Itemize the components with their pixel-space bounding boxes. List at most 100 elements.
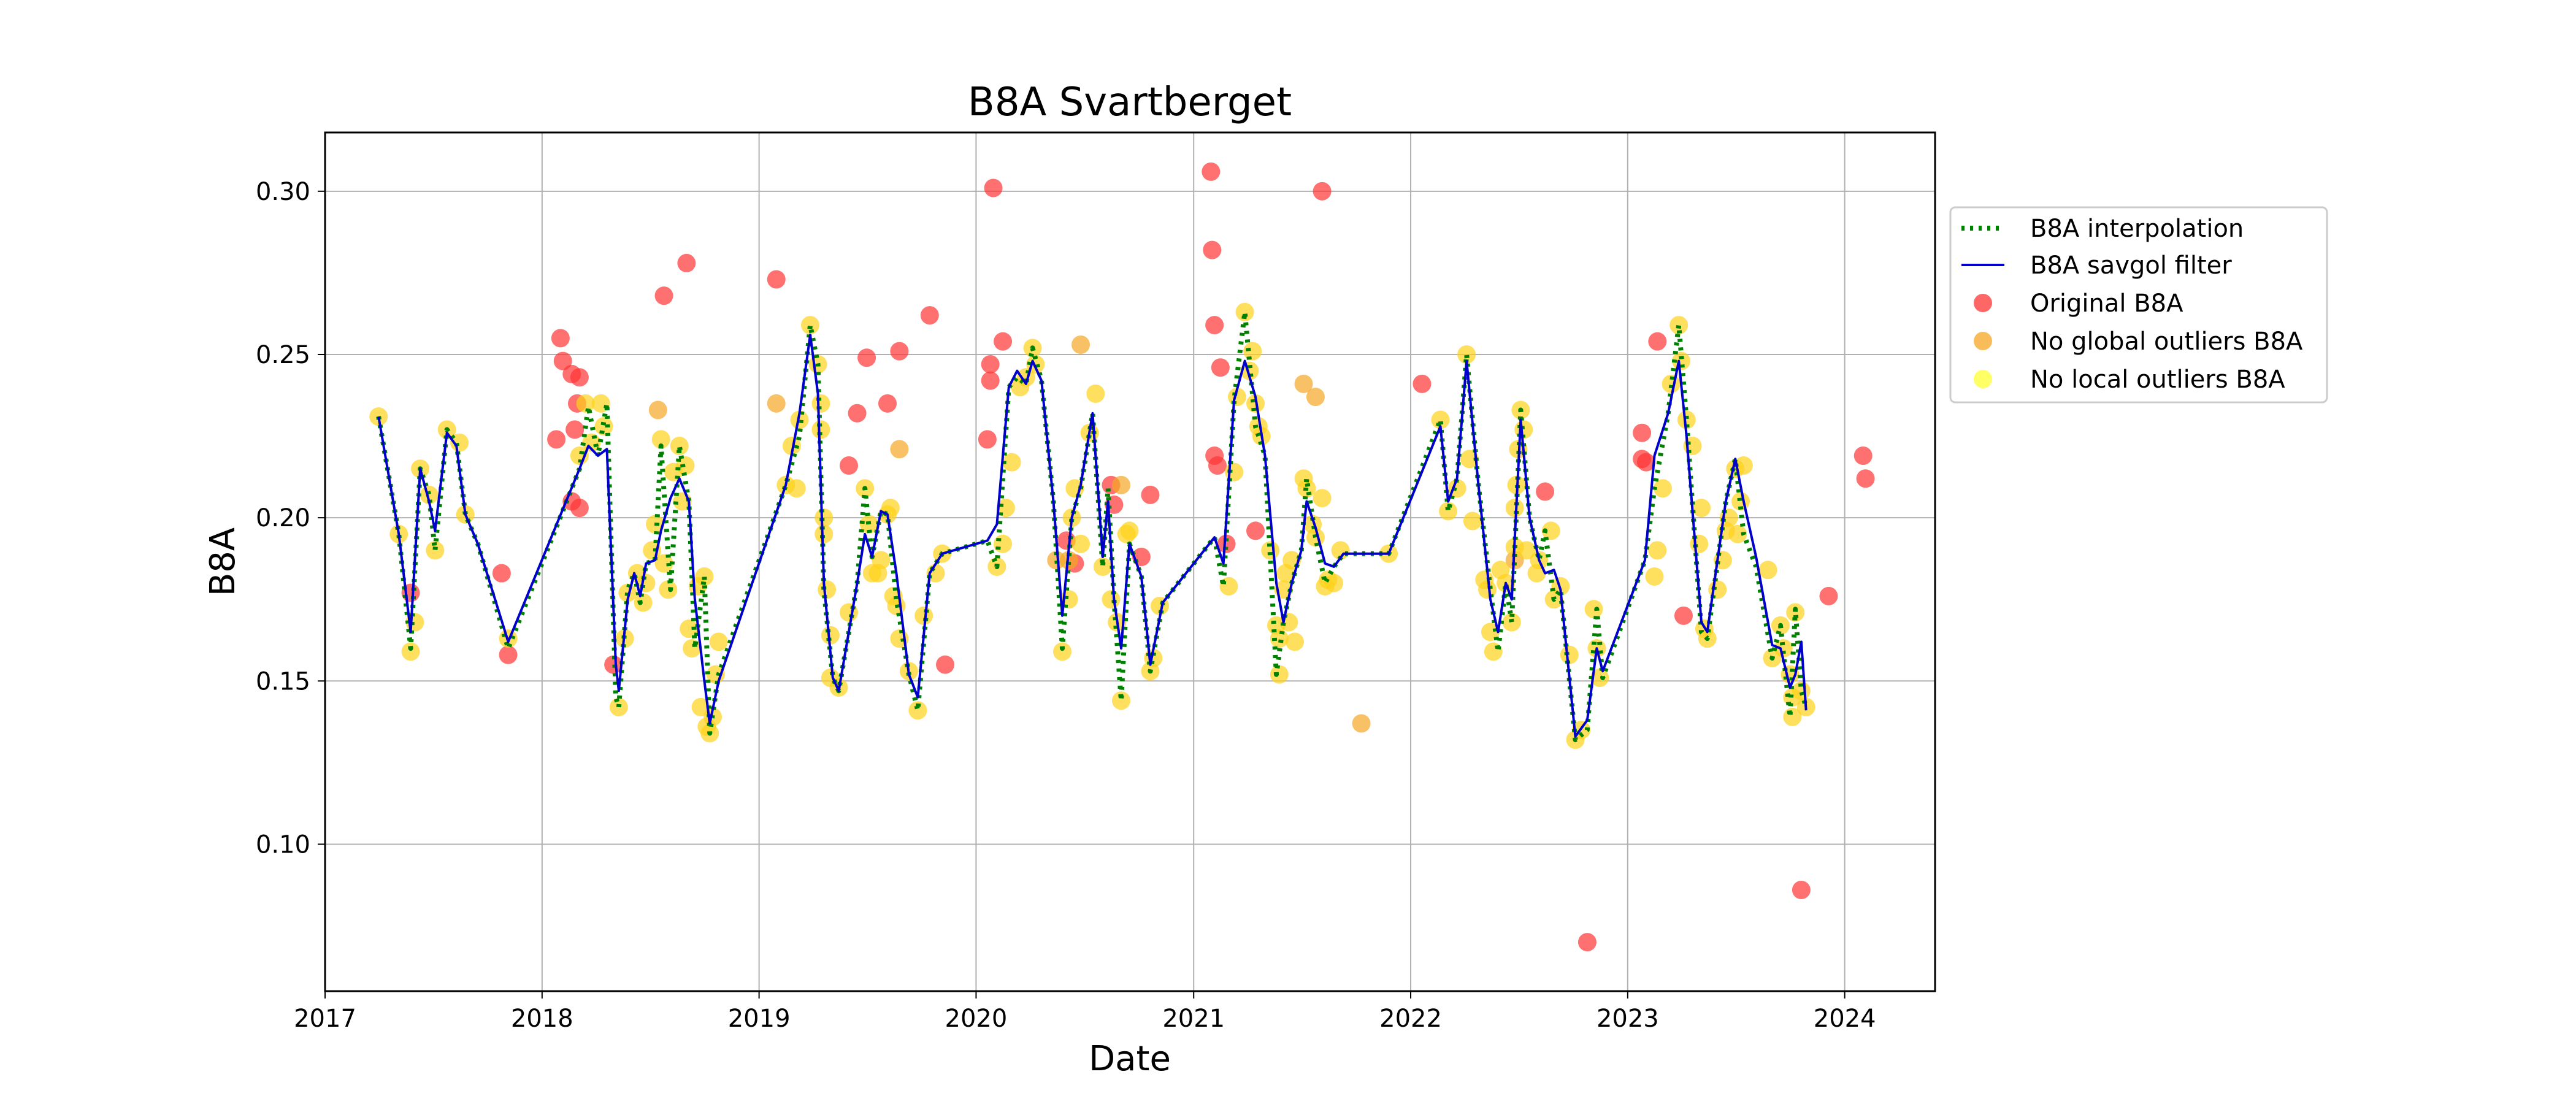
- no-local-outliers-point: [680, 619, 699, 638]
- legend-savgol-label: B8A savgol filter: [2030, 251, 2232, 280]
- no-local-outliers-point: [1324, 573, 1343, 592]
- x-axis-title: Date: [1089, 1039, 1171, 1079]
- original-b8a-point: [1205, 316, 1224, 335]
- no-local-outliers-point: [1240, 361, 1259, 380]
- no-local-outliers-point: [1457, 345, 1476, 364]
- original-b8a-point: [570, 368, 589, 387]
- original-b8a-point: [1674, 606, 1693, 625]
- no-local-outliers-point: [1052, 642, 1071, 661]
- no-global-outliers-point: [1111, 475, 1130, 494]
- no-local-outliers-point: [1102, 590, 1121, 609]
- original-b8a-point: [551, 329, 570, 348]
- no-local-outliers-point: [1560, 645, 1579, 664]
- no-local-outliers-point: [1120, 521, 1139, 540]
- x-tick-label: 2021: [1162, 1005, 1225, 1033]
- no-local-outliers-point: [1431, 410, 1450, 429]
- no-local-outliers-point: [1478, 580, 1497, 599]
- original-b8a-point: [1853, 446, 1873, 465]
- y-tick-label: 0.25: [256, 341, 310, 369]
- original-b8a-point: [1856, 469, 1875, 488]
- no-global-outliers-point: [890, 440, 909, 459]
- x-tick-label: 2023: [1597, 1005, 1659, 1033]
- original-b8a-point: [1577, 933, 1597, 952]
- plot-series: [369, 162, 1875, 952]
- original-b8a-point: [654, 286, 673, 305]
- legend-box: [1949, 206, 2328, 404]
- no-local-outliers-point: [1677, 410, 1696, 429]
- original-b8a-point: [1648, 332, 1667, 351]
- original-b8a-point: [839, 456, 858, 475]
- no-local-outliers-point: [811, 394, 830, 413]
- no-local-outliers-point: [1270, 665, 1289, 684]
- no-local-outliers-point: [800, 316, 819, 335]
- legend-local-label: No local outliers B8A: [2030, 366, 2285, 394]
- original-b8a-point: [1792, 880, 1811, 899]
- original-b8a-point: [936, 655, 955, 674]
- no-local-outliers-point: [1093, 557, 1112, 576]
- original-b8a-point: [547, 430, 566, 449]
- no-local-outliers-point: [1645, 567, 1664, 586]
- no-local-outliers-point: [1219, 577, 1238, 596]
- legend-local-swatch: [1974, 370, 1992, 388]
- original-b8a-point: [994, 332, 1013, 351]
- no-local-outliers-point: [576, 394, 595, 413]
- plot-area-frame: [324, 131, 1936, 992]
- no-local-outliers-point: [1481, 623, 1500, 642]
- no-local-outliers-point: [1774, 639, 1793, 658]
- no-local-outliers-point: [790, 410, 809, 429]
- x-tick-label: 2017: [294, 1005, 356, 1033]
- no-local-outliers-point: [401, 642, 420, 661]
- no-local-outliers-point: [670, 437, 689, 456]
- no-local-outliers-point: [1648, 541, 1667, 560]
- no-local-outliers-point: [695, 567, 714, 586]
- x-tick-label: 2019: [728, 1005, 791, 1033]
- no-local-outliers-point: [815, 524, 834, 543]
- no-global-outliers-point: [1294, 374, 1313, 393]
- x-tick-label: 2024: [1814, 1005, 1876, 1033]
- original-b8a-point: [1211, 358, 1230, 377]
- no-local-outliers-point: [872, 551, 891, 570]
- no-local-outliers-point: [1728, 524, 1747, 543]
- original-b8a-point: [1202, 162, 1221, 181]
- original-b8a-point: [1313, 182, 1332, 201]
- no-local-outliers-point: [1654, 479, 1673, 498]
- original-b8a-point: [857, 348, 876, 367]
- no-local-outliers-point: [1734, 456, 1753, 475]
- no-local-outliers-point: [1002, 453, 1021, 472]
- no-local-outliers-point: [426, 541, 445, 560]
- no-local-outliers-point: [1313, 489, 1332, 508]
- original-b8a-point: [1246, 521, 1265, 540]
- original-b8a-point: [981, 355, 1000, 374]
- original-b8a-point: [848, 404, 867, 423]
- no-local-outliers-point: [1505, 499, 1524, 518]
- original-b8a-point: [1413, 374, 1432, 393]
- no-local-outliers-point: [914, 606, 933, 625]
- no-local-outliers-point: [1502, 613, 1521, 632]
- no-local-outliers-point: [811, 420, 830, 439]
- legend: B8A interpolation B8A savgol filter Orig…: [1949, 206, 2328, 404]
- no-global-outliers-point: [767, 394, 786, 413]
- no-local-outliers-point: [782, 437, 801, 456]
- no-local-outliers-point: [709, 632, 728, 651]
- no-local-outliers-point: [1584, 600, 1603, 619]
- original-b8a-point: [1633, 423, 1652, 442]
- no-local-outliers-point: [815, 508, 834, 527]
- original-b8a-point: [553, 351, 572, 370]
- legend-global-label: No global outliers B8A: [2030, 328, 2303, 356]
- savgol-filter-line: [377, 334, 1807, 738]
- no-local-outliers-point: [1484, 642, 1503, 661]
- original-b8a-point: [890, 342, 909, 361]
- original-b8a-point: [981, 371, 1000, 390]
- no-local-outliers-point: [651, 430, 670, 449]
- no-local-outliers-point: [1517, 541, 1536, 560]
- no-local-outliers-point: [1111, 691, 1130, 710]
- x-tick-label: 2022: [1379, 1005, 1442, 1033]
- no-local-outliers-point: [1286, 632, 1305, 651]
- no-global-outliers-point: [1306, 388, 1325, 407]
- no-local-outliers-point: [1235, 302, 1254, 321]
- original-b8a-point: [565, 420, 585, 439]
- no-local-outliers-point: [908, 701, 927, 720]
- y-tick-label: 0.15: [256, 667, 310, 696]
- legend-original-label: Original B8A: [2030, 289, 2183, 318]
- no-local-outliers-point: [594, 417, 613, 436]
